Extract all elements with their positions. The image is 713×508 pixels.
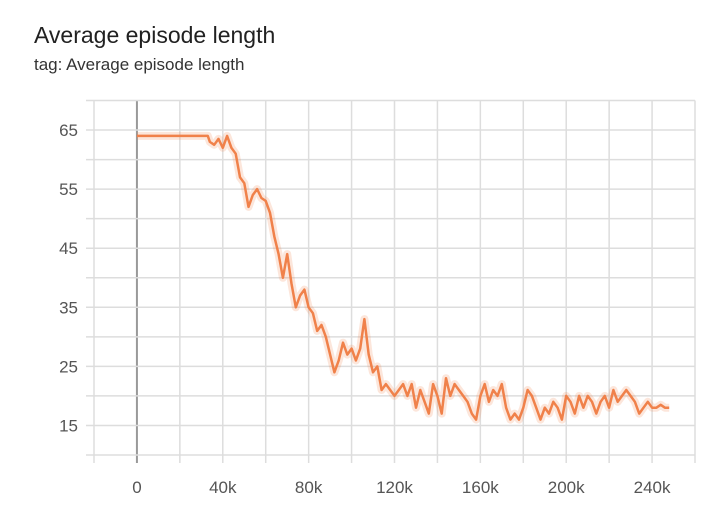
x-tick-label: 120k: [376, 478, 413, 497]
x-tick-label: 80k: [295, 478, 323, 497]
y-tick-label: 25: [59, 357, 78, 376]
x-tick-label: 200k: [548, 478, 585, 497]
chart-title: Average episode length: [34, 22, 276, 48]
y-tick-label: 45: [59, 239, 78, 258]
series-line: [136, 134, 670, 421]
x-tick-label: 0: [132, 478, 141, 497]
chart-subtitle: tag: Average episode length: [34, 55, 245, 74]
x-tick-label: 240k: [634, 478, 671, 497]
y-tick-label: 55: [59, 180, 78, 199]
x-tick-label: 160k: [462, 478, 499, 497]
y-tick-label: 35: [59, 298, 78, 317]
x-tick-label: 40k: [209, 478, 237, 497]
y-tick-label: 65: [59, 121, 78, 140]
y-tick-label: 15: [59, 416, 78, 435]
